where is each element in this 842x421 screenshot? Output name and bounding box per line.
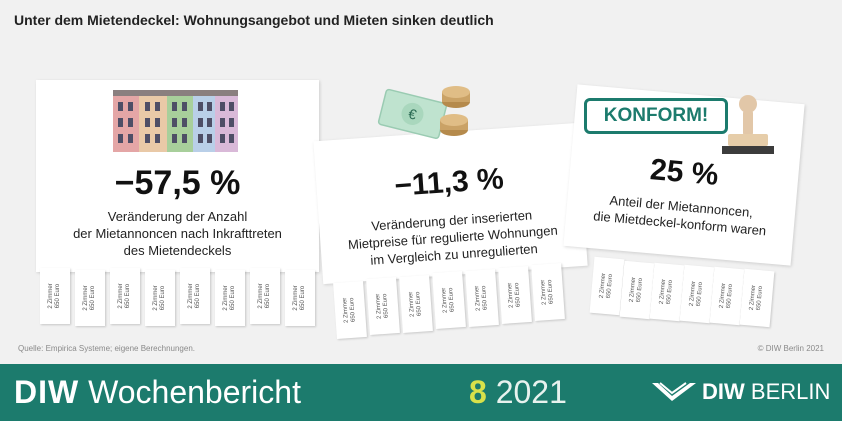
- publication-name-rest: Wochenbericht: [88, 374, 301, 410]
- tab-text: 2 Zimmer 650 Euro: [48, 283, 61, 309]
- tab-text: 2 Zimmer 650 Euro: [293, 285, 306, 311]
- tab-text: 2 Zimmer 650 Euro: [507, 282, 522, 309]
- tear-off-tab: 2 Zimmer 650 Euro: [709, 266, 745, 326]
- tab-text: 2 Zimmer 650 Euro: [688, 280, 705, 307]
- tear-off-tab: 2 Zimmer 650 Euro: [145, 270, 175, 326]
- tab-text: 2 Zimmer 650 Euro: [748, 284, 765, 311]
- diw-logo-mark-icon: [652, 382, 696, 401]
- issue-label: 8 2021: [469, 374, 567, 410]
- copyright-note: © DIW Berlin 2021: [757, 344, 824, 353]
- tear-off-tab: 2 Zimmer 650 Euro: [498, 266, 532, 324]
- card-listings: −57,5 % Veränderung der Anzahl der Mieta…: [36, 80, 319, 272]
- tab-text: 2 Zimmer 650 Euro: [83, 285, 96, 311]
- tear-off-tab: 2 Zimmer 650 Euro: [180, 268, 210, 324]
- tab-text: 2 Zimmer 650 Euro: [628, 276, 645, 303]
- tear-off-tab: 2 Zimmer 650 Euro: [40, 268, 70, 324]
- svg-text:€: €: [407, 105, 419, 122]
- tear-off-tab: 2 Zimmer 650 Euro: [739, 268, 775, 328]
- tab-text: 2 Zimmer 650 Euro: [118, 283, 131, 309]
- tab-text: 2 Zimmer 650 Euro: [153, 285, 166, 311]
- apartment-building-icon: [113, 90, 238, 152]
- tab-text: 2 Zimmer 650 Euro: [540, 279, 555, 306]
- tab-text: 2 Zimmer 650 Euro: [258, 283, 271, 309]
- logo-text: DIW BERLIN: [702, 379, 830, 405]
- logo-text-berlin: BERLIN: [750, 379, 831, 404]
- listings-change-label: Veränderung der Anzahl der Mietannoncen …: [36, 208, 319, 259]
- listings-change-value: −57,5 %: [114, 164, 241, 202]
- issue-number: 8: [469, 374, 487, 410]
- tear-off-tab: 2 Zimmer 650 Euro: [285, 270, 315, 326]
- footer-bar: DIW Wochenbericht 8 2021 DIW BERLIN: [0, 364, 842, 421]
- tear-off-tab: 2 Zimmer 650 Euro: [465, 269, 499, 327]
- tear-off-tab: 2 Zimmer 650 Euro: [75, 270, 105, 326]
- issue-year: 2021: [495, 374, 567, 410]
- konform-stamp: KONFORM!: [584, 98, 728, 134]
- tab-text: 2 Zimmer 650 Euro: [598, 272, 615, 299]
- tab-text: 2 Zimmer 650 Euro: [342, 297, 357, 324]
- tab-text: 2 Zimmer 650 Euro: [375, 293, 390, 320]
- publication-name: DIW Wochenbericht: [14, 374, 301, 410]
- tear-off-tab: 2 Zimmer 650 Euro: [432, 271, 466, 329]
- tab-text: 2 Zimmer 650 Euro: [658, 278, 675, 305]
- desc-line: des Mietendeckels: [123, 243, 232, 258]
- rent-change-label: Veränderung der inserierten Mietpreise f…: [319, 203, 587, 272]
- publication-name-bold: DIW: [14, 374, 80, 410]
- tear-off-tab: 2 Zimmer 650 Euro: [679, 264, 715, 324]
- tab-text: 2 Zimmer 650 Euro: [474, 285, 489, 312]
- logo-text-diw: DIW: [702, 379, 745, 404]
- tear-off-tab: 2 Zimmer 650 Euro: [649, 262, 685, 322]
- tear-off-tab: 2 Zimmer 650 Euro: [110, 268, 140, 324]
- tear-off-tab: 2 Zimmer 650 Euro: [619, 260, 655, 320]
- diw-berlin-logo: DIW BERLIN: [650, 379, 830, 405]
- rent-change-value: −11,3 %: [393, 162, 505, 203]
- tear-off-tab: 2 Zimmer 650 Euro: [531, 263, 565, 321]
- tab-text: 2 Zimmer 650 Euro: [441, 287, 456, 314]
- tear-off-tab: 2 Zimmer 650 Euro: [366, 277, 400, 335]
- money-icon: €: [377, 86, 470, 140]
- infographic-title: Unter dem Mietendeckel: Wohnungsangebot …: [14, 12, 494, 28]
- tab-text: 2 Zimmer 650 Euro: [718, 282, 735, 309]
- tear-off-tab: 2 Zimmer 650 Euro: [250, 268, 280, 324]
- rubber-stamp-icon: [722, 95, 774, 154]
- tab-text: 2 Zimmer 650 Euro: [408, 291, 423, 318]
- desc-line: Veränderung der Anzahl: [107, 209, 248, 224]
- source-note: Quelle: Empirica Systeme; eigene Berechn…: [18, 344, 195, 353]
- tear-off-tab: 2 Zimmer 650 Euro: [399, 275, 433, 333]
- desc-line: der Mietannoncen nach Inkrafttreten: [73, 226, 282, 241]
- tear-off-tab: 2 Zimmer 650 Euro: [215, 270, 245, 326]
- tab-text: 2 Zimmer 650 Euro: [188, 283, 201, 309]
- tab-text: 2 Zimmer 650 Euro: [223, 285, 236, 311]
- tear-off-tab: 2 Zimmer 650 Euro: [333, 281, 367, 339]
- tear-off-tab: 2 Zimmer 650 Euro: [589, 256, 625, 316]
